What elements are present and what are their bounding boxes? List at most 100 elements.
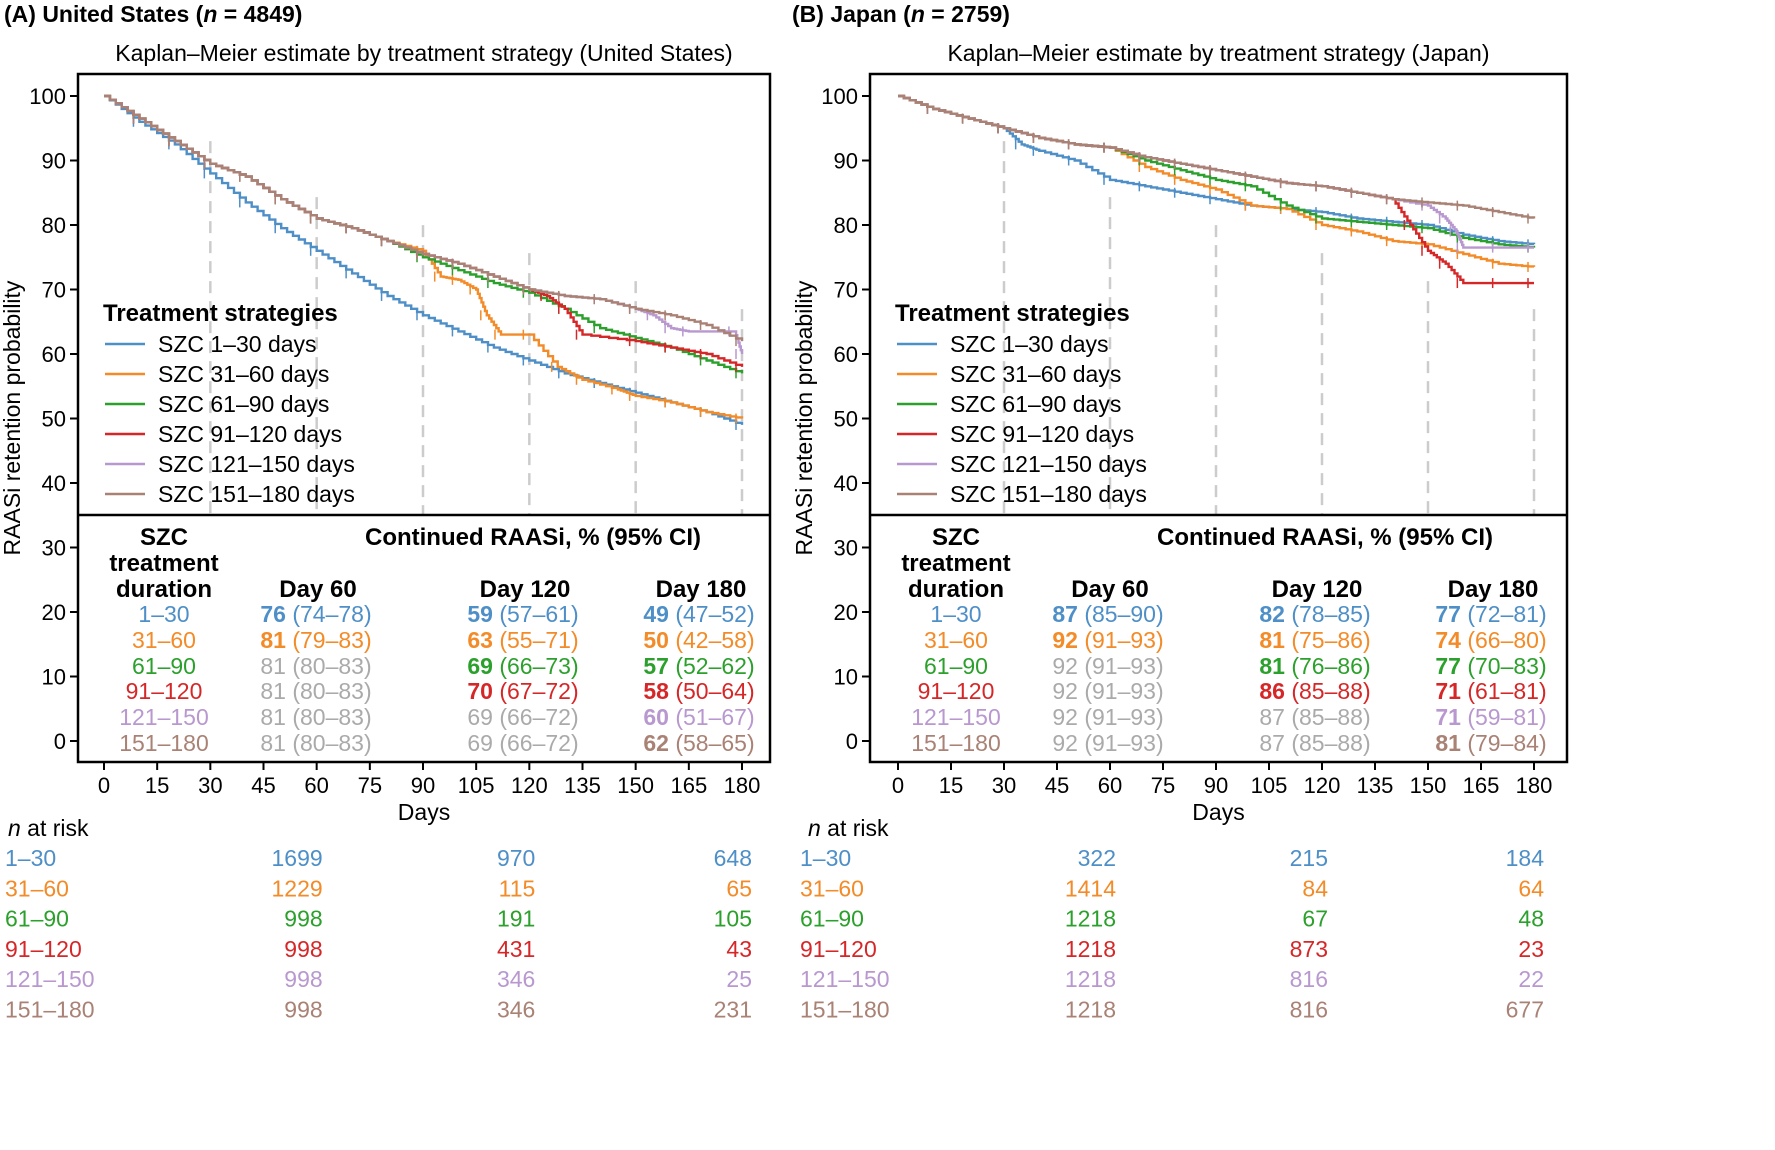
series-line-1	[104, 94, 744, 425]
y-tick-label: 30	[834, 536, 858, 561]
n-at-risk-value: 184	[1506, 845, 1545, 871]
n-at-risk-row-label: 1–30	[5, 845, 56, 871]
y-tick-label: 70	[834, 278, 858, 303]
table-cell: 49 (47–52)	[643, 601, 754, 627]
table-duration-label: 31–60	[924, 627, 988, 653]
y-tick-label: 10	[834, 665, 858, 690]
n-at-risk-value: 22	[1518, 966, 1544, 992]
table-cell: 82 (78–85)	[1259, 601, 1370, 627]
table-cell-value: 92	[1052, 653, 1078, 679]
chart-title: Kaplan–Meier estimate by treatment strat…	[115, 40, 732, 66]
n-at-risk-value: 115	[499, 875, 536, 901]
x-tick-label: 105	[458, 773, 495, 798]
x-tick-label: 30	[992, 773, 1016, 798]
table-cell-ci: (79–84)	[1461, 730, 1547, 756]
table-cell: 81 (80–83)	[260, 730, 371, 756]
x-tick-label: 150	[1410, 773, 1447, 798]
table-header-line1: SZC	[140, 524, 188, 551]
chart-title: Kaplan–Meier estimate by treatment strat…	[947, 40, 1489, 66]
n-at-risk-row-label: 1–30	[800, 845, 851, 871]
table-cell-ci: (76–86)	[1285, 653, 1371, 679]
n-at-risk-value: 1229	[271, 875, 322, 901]
table-cell-ci: (59–81)	[1461, 704, 1547, 730]
n-at-risk-value: 191	[497, 906, 535, 932]
table-cell: 70 (67–72)	[467, 678, 578, 704]
table-cell-value: 81	[260, 627, 286, 653]
table-day-label: Day 60	[279, 576, 356, 603]
panel-label: (A) United States (n = 4849)	[4, 1, 302, 27]
n-at-risk-value: 23	[1518, 936, 1544, 962]
panel-japan: (B) Japan (n = 2759)Kaplan–Meier estimat…	[791, 1, 1569, 1023]
table-duration-label: 151–180	[119, 730, 209, 756]
plot-frame	[76, 72, 772, 764]
y-tick-label: 100	[29, 84, 66, 109]
table-cell-ci: (91–93)	[1078, 730, 1164, 756]
n-at-risk-value: 84	[1302, 875, 1328, 901]
table-cell: 71 (59–81)	[1435, 704, 1546, 730]
n-at-risk-value: 816	[1290, 966, 1328, 992]
table-cell: 87 (85–90)	[1052, 601, 1163, 627]
x-tick-label: 15	[145, 773, 169, 798]
table-cell-ci: (61–81)	[1461, 678, 1547, 704]
legend-entry: SZC 1–30 days	[950, 331, 1109, 357]
table-cell-value: 57	[643, 653, 669, 679]
n-at-risk-value: 998	[284, 997, 322, 1023]
series-line-6	[104, 94, 744, 342]
table-day-label: Day 180	[1448, 576, 1539, 603]
y-axis-label: RAASi retention probability	[791, 280, 817, 555]
n-at-risk-value: 1218	[1065, 997, 1116, 1023]
table-cell: 69 (66–72)	[467, 730, 578, 756]
table-cell: 81 (80–83)	[260, 653, 371, 679]
y-tick-label: 40	[834, 471, 858, 496]
at-risk-text: at risk	[21, 815, 89, 841]
table-cell-ci: (55–71)	[493, 627, 579, 653]
table-cell: 74 (66–80)	[1435, 627, 1546, 653]
table-header-line1: SZC	[932, 524, 980, 551]
table-cell-value: 81	[260, 653, 286, 679]
table-cell-value: 63	[467, 627, 493, 653]
legend-entry: SZC 61–90 days	[158, 391, 329, 417]
n-at-risk-value: 64	[1518, 875, 1544, 901]
table-cell: 63 (55–71)	[467, 627, 578, 653]
x-tick-label: 60	[304, 773, 328, 798]
table-day-label: Day 120	[1272, 576, 1363, 603]
table-cell: 87 (85–88)	[1259, 730, 1370, 756]
legend-entry: SZC 121–150 days	[950, 451, 1147, 477]
x-tick-label: 75	[358, 773, 382, 798]
table-cell-ci: (66–80)	[1461, 627, 1547, 653]
table-cell-ci: (47–52)	[669, 601, 755, 627]
table-cell: 62 (58–65)	[643, 730, 754, 756]
table-cell: 58 (50–64)	[643, 678, 754, 704]
x-tick-label: 0	[892, 773, 904, 798]
x-axis-label: Days	[1192, 799, 1244, 825]
table-cell-value: 71	[1435, 678, 1461, 704]
n-at-risk-value: 648	[714, 845, 752, 871]
table-cell: 71 (61–81)	[1435, 678, 1546, 704]
n-at-risk-row-label: 121–150	[800, 966, 890, 992]
table-cell-value: 58	[643, 678, 669, 704]
table-cell-ci: (72–81)	[1461, 601, 1547, 627]
table-cell-value: 49	[643, 601, 669, 627]
table-cell-value: 77	[1435, 653, 1461, 679]
table-duration-label: 91–120	[918, 678, 995, 704]
n-at-risk-value: 346	[497, 997, 535, 1023]
table-cell-ci: (85–88)	[1285, 730, 1371, 756]
table-cell-ci: (66–72)	[493, 730, 579, 756]
table-cell-value: 87	[1259, 730, 1285, 756]
legend-entry: SZC 91–120 days	[950, 421, 1134, 447]
table-cell: 92 (91–93)	[1052, 627, 1163, 653]
table-cell-value: 81	[1259, 653, 1285, 679]
table-cell: 87 (85–88)	[1259, 704, 1370, 730]
n-at-risk-value: 998	[284, 936, 322, 962]
table-cell-value: 81	[1435, 730, 1461, 756]
table-duration-label: 61–90	[924, 653, 988, 679]
legend-title: Treatment strategies	[895, 300, 1130, 327]
x-tick-label: 180	[724, 773, 761, 798]
table-cell: 81 (75–86)	[1259, 627, 1370, 653]
table-cell-value: 86	[1259, 678, 1285, 704]
table-day-label: Day 120	[480, 576, 571, 603]
x-tick-label: 165	[1463, 773, 1500, 798]
table-cell: 77 (70–83)	[1435, 653, 1546, 679]
legend-title: Treatment strategies	[103, 300, 338, 327]
n-at-risk-value: 43	[726, 936, 752, 962]
